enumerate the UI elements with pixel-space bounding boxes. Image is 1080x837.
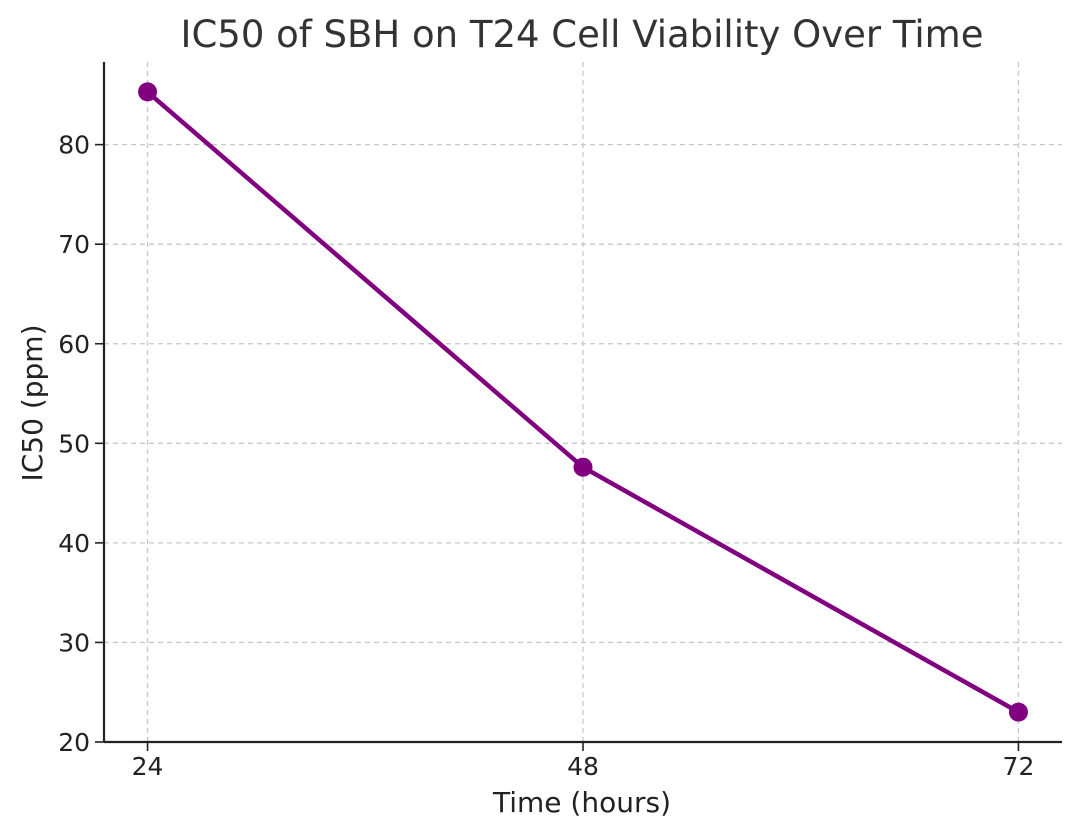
x-tick-label: 72 [1003,752,1035,781]
y-tick-label: 30 [58,628,90,657]
data-point [138,82,158,102]
axis-ticks: 20 30 40 50 60 70 80 24 48 72 [58,131,1034,781]
x-tick-label: 48 [567,752,599,781]
grid-lines [104,62,1062,742]
chart-title: IC50 of SBH on T24 Cell Viability Over T… [181,13,984,56]
series-layer [138,82,1028,722]
y-axis-label: IC50 (ppm) [16,324,49,481]
y-tick-label: 40 [58,529,90,558]
x-axis-label: Time (hours) [492,786,671,819]
y-tick-label: 80 [58,131,90,160]
series-line [145,89,1021,715]
y-tick-label: 70 [58,230,90,259]
x-tick-label: 24 [132,752,164,781]
data-point [1008,702,1028,722]
y-tick-label: 60 [58,330,90,359]
data-point [573,457,593,477]
y-tick-label: 20 [58,728,90,757]
y-tick-label: 50 [58,429,90,458]
